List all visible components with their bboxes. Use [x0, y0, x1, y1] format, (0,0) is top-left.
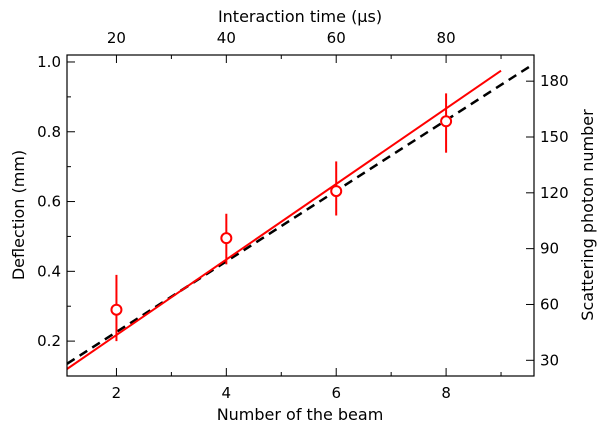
- x-axis-label: Number of the beam: [217, 405, 384, 424]
- right-axis-label: Scattering photon number: [578, 109, 597, 321]
- y-tick-label-0: 0.2: [37, 332, 61, 350]
- plot-clipped: [67, 62, 534, 370]
- x-tick-label-2: 2: [112, 384, 122, 402]
- y-tick-label-2: 0.6: [37, 193, 61, 211]
- right-tick-label-180: 180: [540, 72, 569, 90]
- data-point-3: [330, 185, 343, 198]
- x-tick-label-8: 8: [441, 384, 451, 402]
- right-tick-label-150: 150: [540, 128, 569, 146]
- x-tick-label-6: 6: [331, 384, 341, 402]
- dashed-model-line: [67, 62, 534, 365]
- top-axis-label: Interaction time (μs): [218, 7, 382, 26]
- y-tick-label-4: 1.0: [37, 53, 61, 71]
- top-tick-label-60: 60: [327, 29, 346, 47]
- y-tick-label-1: 0.4: [37, 262, 61, 280]
- data-point-4: [440, 115, 453, 128]
- y-tick-label-3: 0.8: [37, 123, 61, 141]
- top-tick-label-40: 40: [217, 29, 236, 47]
- plot-frame: [66, 54, 535, 377]
- x-tick-label-4: 4: [222, 384, 232, 402]
- axes-layer: 2 4 6 8 20 40 60 80 0.2 0.4 0.6 0.8 1.0 30 60 90 120 150 1…: [37, 29, 569, 402]
- data-point-1: [110, 303, 123, 316]
- right-tick-label-60: 60: [540, 295, 559, 313]
- top-tick-label-20: 20: [107, 29, 126, 47]
- data-point-2: [220, 232, 233, 245]
- right-tick-label-30: 30: [540, 351, 559, 369]
- right-tick-label-120: 120: [540, 184, 569, 202]
- top-tick-label-80: 80: [437, 29, 456, 47]
- plot-layer: [67, 62, 534, 370]
- right-tick-label-90: 90: [540, 240, 559, 258]
- fit-line: [67, 69, 502, 370]
- y-axis-label: Deflection (mm): [9, 150, 28, 280]
